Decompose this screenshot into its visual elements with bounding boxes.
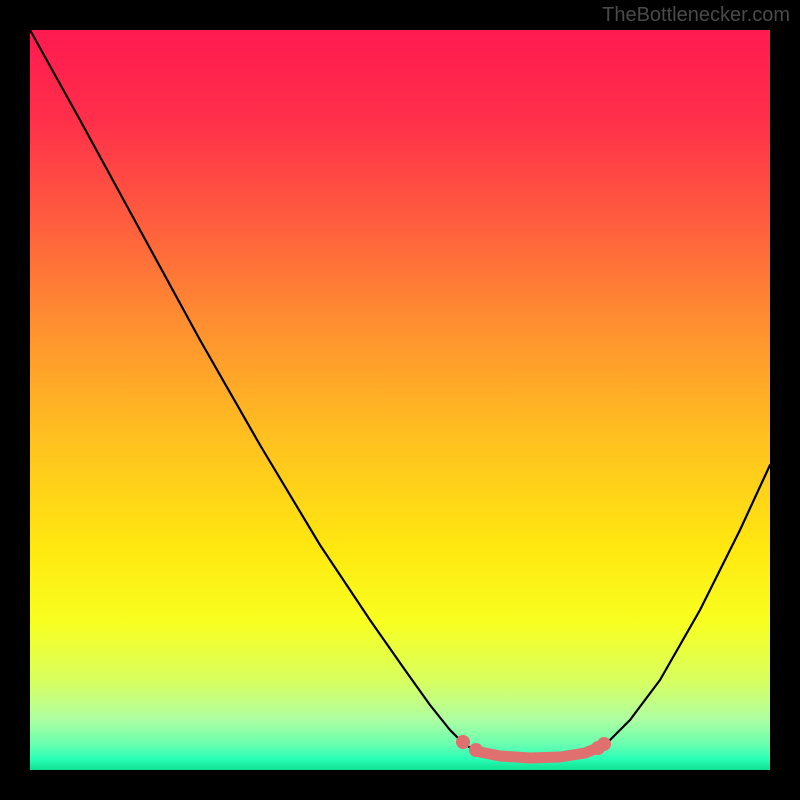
watermark-text: TheBottlenecker.com xyxy=(602,4,790,27)
valley-dot xyxy=(456,735,470,749)
valley-dot xyxy=(597,737,611,751)
valley-dot xyxy=(469,743,483,757)
chart-svg xyxy=(0,0,800,800)
bottleneck-chart xyxy=(0,0,800,800)
gradient-background xyxy=(30,30,770,770)
